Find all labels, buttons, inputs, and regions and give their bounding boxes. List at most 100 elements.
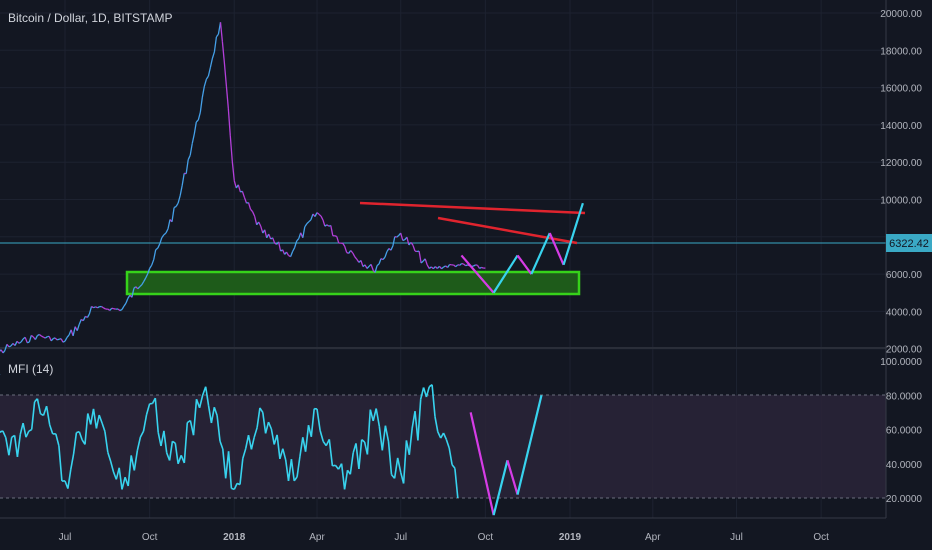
price-tick-label: 14000.00 xyxy=(880,121,922,132)
price-segment xyxy=(56,338,60,341)
mfi-segment xyxy=(95,414,100,429)
mfi-tick-label: 60.0000 xyxy=(886,426,923,437)
price-segment xyxy=(219,22,224,42)
upper-resistance-line[interactable] xyxy=(359,201,586,215)
price-projection-path[interactable] xyxy=(460,202,584,294)
mfi-projection-segment xyxy=(492,460,509,516)
price-segment xyxy=(366,265,370,269)
price-segment xyxy=(324,224,328,227)
mfi-segment xyxy=(210,407,216,424)
mfi-segment xyxy=(361,438,366,443)
price-segment xyxy=(191,133,195,144)
price-segment xyxy=(211,51,216,59)
price-segment xyxy=(241,191,246,198)
price-segment xyxy=(6,343,10,348)
price-segment xyxy=(432,266,436,270)
mfi-segment xyxy=(262,412,267,434)
mfi-segment xyxy=(55,433,60,447)
mfi-segment xyxy=(121,477,126,490)
price-segment xyxy=(390,245,394,251)
price-segment xyxy=(346,251,349,254)
price-segment xyxy=(412,245,416,252)
price-segment xyxy=(302,226,306,238)
mfi-tick-label: 100.0000 xyxy=(880,357,922,368)
mfi-segment xyxy=(174,443,179,464)
mfi-tick-label: 40.0000 xyxy=(886,460,923,471)
mfi-projection-segment xyxy=(516,394,543,495)
price-segment xyxy=(179,185,183,196)
price-segment xyxy=(392,236,396,247)
mfi-overbought-oversold-band xyxy=(0,395,886,498)
support-zone[interactable] xyxy=(125,270,581,296)
price-segment xyxy=(201,86,205,98)
mfi-segment xyxy=(67,469,72,489)
price-segment xyxy=(426,264,430,269)
mfi-segment xyxy=(417,399,422,441)
price-segment xyxy=(430,266,434,270)
price-segment xyxy=(78,319,82,325)
price-segment xyxy=(410,242,414,246)
mfi-segment xyxy=(310,408,315,437)
mfi-segment xyxy=(224,451,230,479)
price-segment xyxy=(384,251,388,258)
price-segment xyxy=(420,260,424,264)
mfi-segment xyxy=(242,448,247,459)
mfi-segment xyxy=(250,437,255,450)
mfi-segment xyxy=(299,437,304,457)
price-segment xyxy=(16,340,20,344)
price-segment xyxy=(159,237,163,245)
price-segment xyxy=(428,266,432,270)
price-segment xyxy=(54,337,58,341)
price-axis-panel[interactable] xyxy=(886,0,932,518)
mfi-segment xyxy=(22,422,27,438)
price-segment xyxy=(109,307,113,311)
mfi-segment xyxy=(168,441,174,461)
mfi-segment xyxy=(414,411,419,441)
mfi-segment xyxy=(142,414,148,432)
price-segment xyxy=(326,224,330,227)
price-segment xyxy=(455,264,459,268)
mfi-segment xyxy=(378,426,384,451)
mfi-segment xyxy=(264,421,270,434)
price-segment xyxy=(97,306,100,309)
price-segment xyxy=(209,58,214,68)
price-segment xyxy=(185,159,189,174)
current-price-tag xyxy=(886,234,932,252)
price-segment xyxy=(72,326,76,337)
mfi-segment xyxy=(349,452,354,475)
price-segment xyxy=(215,33,219,38)
price-segment xyxy=(473,264,476,267)
projection-segment xyxy=(548,232,565,266)
price-segment xyxy=(336,236,340,244)
mfi-segment xyxy=(343,470,349,490)
mfi-segment xyxy=(445,439,450,449)
mfi-projection-path[interactable] xyxy=(469,394,543,516)
mfi-segment xyxy=(5,437,10,456)
lower-resistance-line[interactable] xyxy=(437,216,578,245)
current-price-tag-label: 6322.42 xyxy=(889,238,929,250)
price-segment xyxy=(400,232,404,241)
projection-segment xyxy=(562,202,584,266)
mfi-segment xyxy=(183,422,189,464)
price-segment xyxy=(205,75,209,80)
price-segment xyxy=(314,212,318,217)
price-segment xyxy=(334,235,338,238)
mfi-segment xyxy=(437,431,442,439)
price-segment xyxy=(197,112,201,121)
mfi-projection-segment xyxy=(506,460,519,495)
price-segment xyxy=(173,205,177,209)
price-segment xyxy=(277,241,282,252)
price-segment xyxy=(187,155,191,160)
mfi-segment xyxy=(204,386,210,407)
mfi-segment xyxy=(284,459,290,482)
price-segment xyxy=(64,337,68,342)
mfi-segment xyxy=(78,431,83,441)
time-axis-panel[interactable] xyxy=(0,518,932,550)
mfi-segment xyxy=(198,394,204,408)
mfi-segment xyxy=(157,432,162,447)
price-segment xyxy=(14,341,18,346)
price-segment xyxy=(189,143,193,156)
price-segment xyxy=(382,256,386,261)
price-segment xyxy=(272,237,276,244)
